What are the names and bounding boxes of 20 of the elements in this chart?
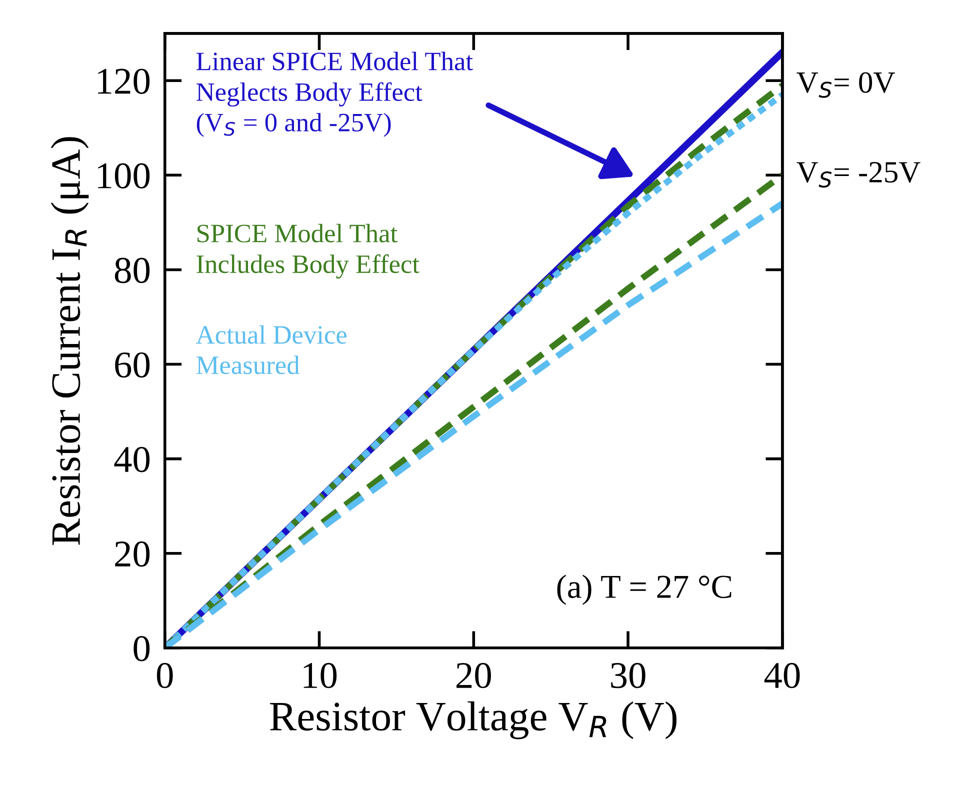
annotation: (a) T = 27 °C (557, 574, 732, 605)
x-tick-label: 30 (611, 662, 646, 688)
y-tick-label: 60 (115, 352, 150, 378)
x-tick-label: 0 (156, 662, 173, 688)
y-tick-label: 100 (98, 163, 150, 189)
x-tick-label: 20 (456, 662, 491, 688)
text: Actual Device Measured (196, 325, 346, 374)
annotation: V$_{S}$= -25V (796, 162, 920, 188)
x-axis-title: Resistor Voltage V$_{R}$ (V) (270, 701, 676, 740)
annotation: Linear SPICE Model That Neglects Body Effect (V$_{S}$ = 0 and -25V) (196, 52, 473, 137)
y-tick-label: 80 (114, 258, 150, 284)
y-axis-title: Resistor Current I$_{R}$ (μA) (50, 137, 89, 546)
x-tick-label: 10 (304, 662, 337, 688)
text: SPICE Model That Includes Body Effect (196, 224, 420, 279)
y-tick-label: 120 (98, 68, 150, 94)
y-tick-label: 0 (134, 636, 150, 662)
annotation: V$_{S}$= 0V (796, 72, 895, 98)
y-tick-label: 40 (114, 446, 150, 472)
x-tick-label: 40 (764, 662, 800, 688)
y-tick-label: 20 (115, 541, 150, 567)
